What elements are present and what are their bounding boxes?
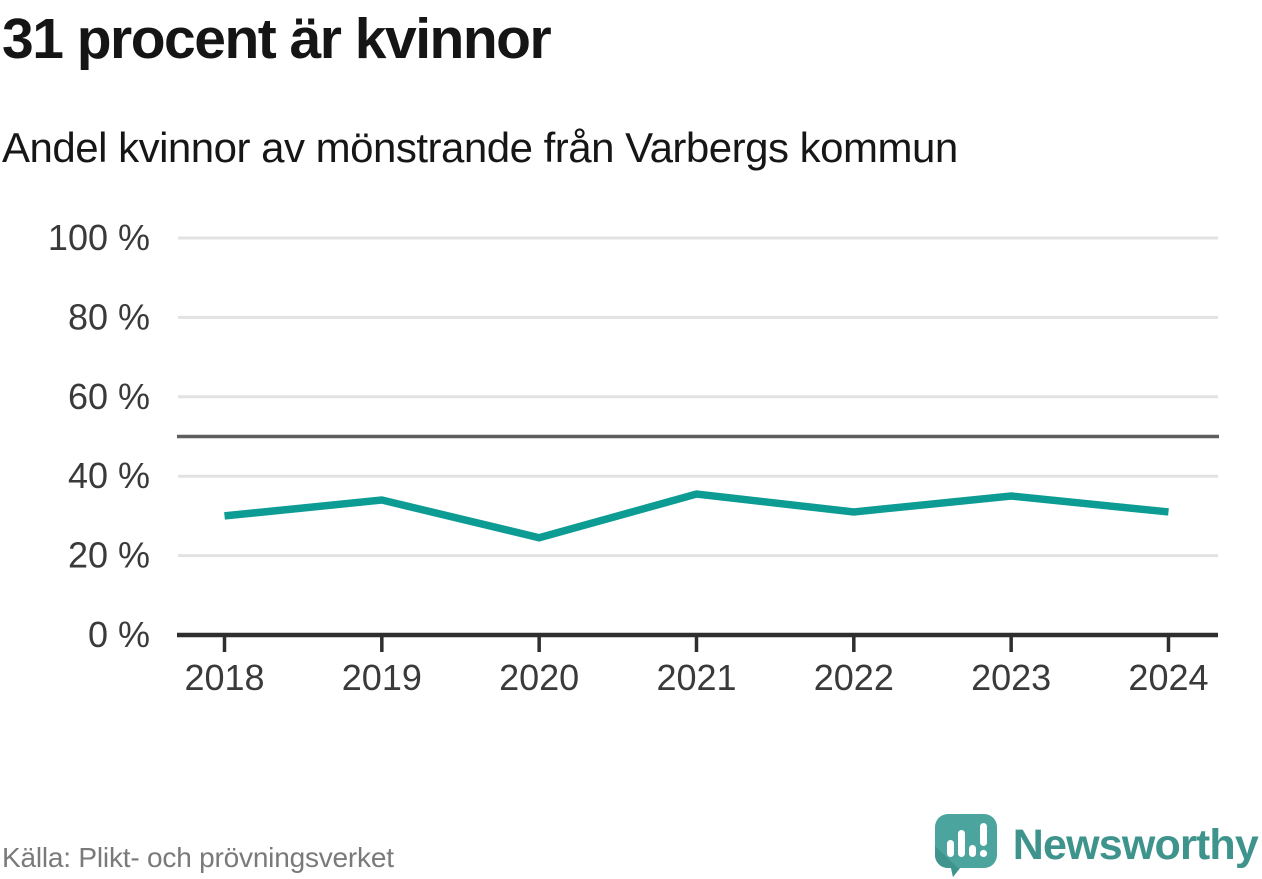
y-tick-label: 40 % xyxy=(68,455,150,496)
y-tick-label: 20 % xyxy=(68,535,150,576)
brand-name: Newsworthy xyxy=(1012,820,1259,869)
x-tick-label: 2023 xyxy=(971,657,1051,698)
logo-bar-3 xyxy=(968,845,976,857)
line-chart: 0 % 20 % 40 % 60 % 80 % 100 % 2018 2019 2020 2021… xyxy=(48,217,1219,698)
x-tick-label: 2019 xyxy=(342,657,422,698)
x-tick-label: 2020 xyxy=(499,657,579,698)
x-tick-label: 2024 xyxy=(1128,657,1208,698)
y-tick-label: 80 % xyxy=(68,296,150,337)
source-text: Källa: Plikt- och prövningsverket xyxy=(2,842,394,873)
page-subtitle: Andel kvinnor av mönstrande från Varberg… xyxy=(2,124,958,171)
y-tick-label: 0 % xyxy=(88,614,150,655)
x-tick-label: 2018 xyxy=(184,657,264,698)
logo-bar-1 xyxy=(946,840,954,857)
y-tick-label: 100 % xyxy=(48,217,150,258)
x-tick-label: 2022 xyxy=(814,657,894,698)
newsworthy-logo: Newsworthy xyxy=(934,813,1259,877)
newsworthy-icon xyxy=(934,814,997,877)
logo-exclamation-dot xyxy=(979,849,987,858)
x-tick-label: 2021 xyxy=(656,657,736,698)
page-title: 31 procent är kvinnor xyxy=(2,7,552,71)
y-tick-label: 60 % xyxy=(68,376,150,417)
logo-exclamation-bar xyxy=(979,823,987,846)
logo-bar-2 xyxy=(957,830,965,857)
data-line xyxy=(224,490,1169,542)
